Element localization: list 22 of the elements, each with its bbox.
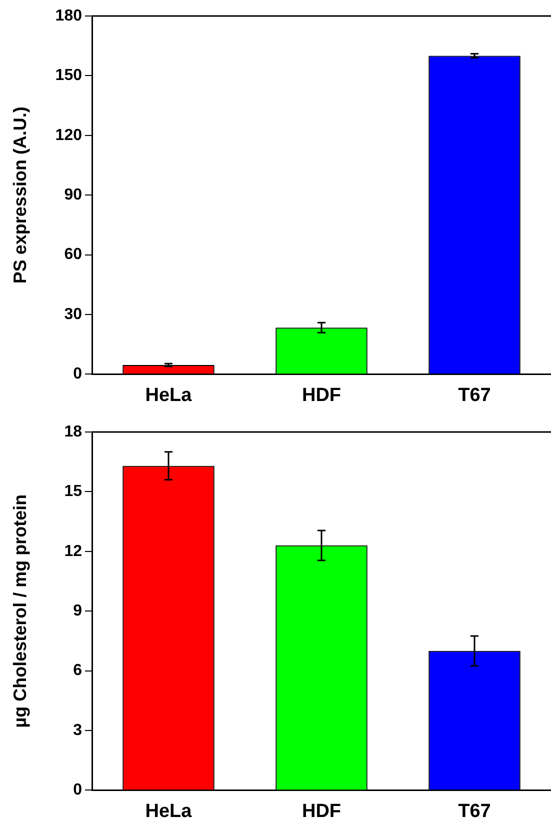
y-tick-label: 60 — [64, 246, 82, 264]
y-tick-label: 12 — [64, 542, 82, 560]
y-tick-label: 0 — [73, 366, 82, 383]
y-axis-title: PS expression (A.U.) — [10, 106, 30, 284]
y-tick-label: 18 — [64, 423, 82, 440]
y-tick-label: 3 — [73, 722, 82, 739]
x-tick-label: T67 — [458, 800, 491, 822]
x-tick-label: HDF — [302, 384, 342, 406]
y-tick-label: 9 — [73, 602, 82, 620]
y-tick-label: 30 — [64, 306, 82, 323]
y-tick-label: 150 — [55, 67, 82, 84]
y-tick-label: 15 — [64, 483, 82, 500]
x-tick-label: HDF — [302, 800, 342, 822]
x-tick-label: T67 — [458, 384, 491, 406]
y-tick-label: 120 — [55, 126, 82, 144]
x-tick-label: HeLa — [145, 800, 192, 822]
y-tick-label: 6 — [73, 662, 82, 680]
y-tick-label: 180 — [55, 7, 82, 24]
x-tick-label: HeLa — [145, 384, 192, 406]
y-axis-title: µg Cholesterol / mg protein — [10, 494, 30, 728]
y-tick-label: 90 — [64, 186, 82, 204]
y-tick-label: 0 — [73, 782, 82, 799]
